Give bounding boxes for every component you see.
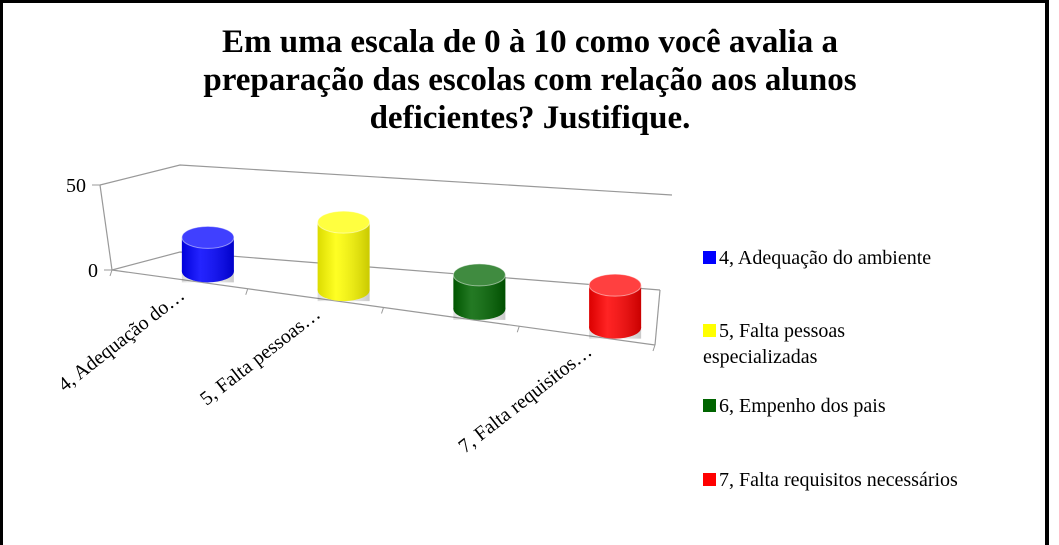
legend-entry: 5, Falta pessoas especializadas — [703, 318, 893, 370]
legend-entry: 6, Empenho dos pais — [703, 393, 1043, 419]
back-wall-top — [99, 164, 673, 196]
cylinder-top-highlight — [453, 263, 506, 286]
x-tick-label: 5, Falta pessoas… — [196, 303, 325, 410]
cylinder — [317, 210, 371, 302]
cylinder — [181, 225, 235, 283]
cylinder-top — [452, 263, 506, 287]
chart-title: Em uma escala de 0 à 10 como você avalia… — [203, 24, 856, 136]
cylinder-top-highlight — [317, 211, 370, 234]
cylinder — [452, 263, 506, 320]
y-tick-label: 0 — [88, 260, 98, 282]
legend-label: 5, Falta pessoas especializadas — [703, 320, 846, 368]
cylinder-top — [181, 225, 235, 249]
x-tick — [109, 269, 113, 277]
legend-swatch — [703, 251, 716, 264]
legend-label: 7, Falta requisitos necessários — [719, 469, 958, 491]
legend-label: 6, Empenho dos pais — [719, 395, 886, 417]
floor-right — [654, 289, 661, 346]
legend-entry: 4, Adequação do ambiente — [703, 245, 1043, 271]
legend-label: 4, Adequação do ambiente — [719, 247, 932, 269]
x-tick — [245, 288, 249, 295]
legend-swatch — [703, 399, 716, 412]
legend-swatch — [703, 324, 716, 337]
x-tick-label: 4, Adequação do… — [54, 284, 189, 396]
cylinder-shade — [317, 222, 370, 302]
y-axis — [99, 184, 113, 271]
cylinder-top-highlight — [589, 274, 642, 297]
x-tick-label: 7, Falta requisitos… — [454, 340, 596, 458]
cylinder-top — [317, 210, 371, 234]
x-tick — [516, 326, 520, 333]
cylinder-top — [588, 273, 642, 297]
legend-swatch — [703, 473, 716, 486]
y-tick-label: 50 — [66, 175, 86, 197]
cylinder — [588, 273, 642, 339]
x-tick — [652, 344, 656, 352]
x-tick — [381, 307, 384, 314]
legend-entry: 7, Falta requisitos necessários — [703, 467, 1043, 493]
cylinder-top-highlight — [181, 226, 234, 249]
